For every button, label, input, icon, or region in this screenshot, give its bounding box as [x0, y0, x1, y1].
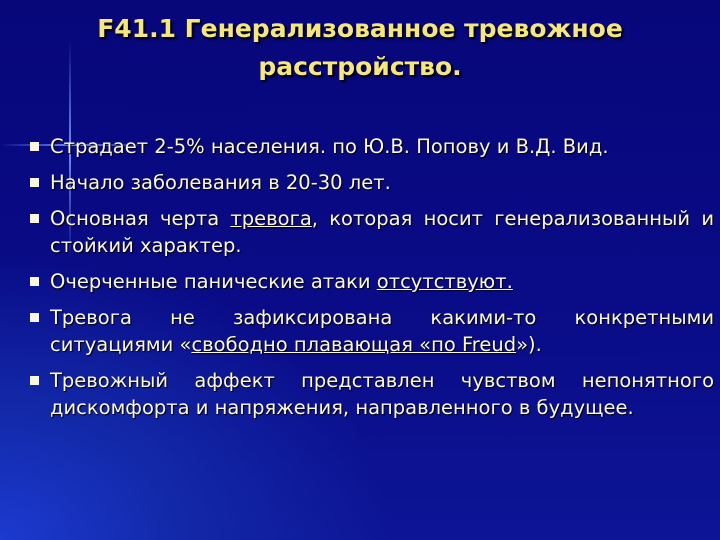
bullet-text: Очерченные панические атаки: [50, 270, 377, 293]
bullet-item: Основная черта тревога, которая носит ге…: [28, 205, 714, 259]
bullet-text: Тревожный аффект представлен чувством не…: [50, 369, 714, 419]
underlined-text: отсутствуют.: [376, 270, 513, 293]
light-flare-decoration: [69, 40, 71, 260]
square-bullet-icon: [30, 214, 39, 223]
bullet-item: Тревожный аффект представлен чувством не…: [28, 367, 714, 421]
square-bullet-icon: [30, 313, 39, 322]
underlined-text: свободно плавающая «по Freud: [191, 333, 517, 356]
bullet-text: Начало заболевания в 20-30 лет.: [50, 171, 391, 194]
title-line-2: расстройство.: [258, 52, 462, 81]
bullet-text: , которая носит генерализованный и стойк…: [50, 207, 714, 257]
title-line-1: F41.1 Генерализованное тревожное: [97, 14, 623, 43]
bullet-item: Начало заболевания в 20-30 лет.: [28, 169, 714, 196]
bullet-text: Тревога не зафиксирована какими-то конкр…: [50, 306, 714, 356]
light-flare-decoration: [0, 144, 150, 146]
bullet-item: Страдает 2-5% населения. по Ю.В. Попову …: [28, 133, 714, 160]
square-bullet-icon: [30, 178, 39, 187]
bullet-text: Основная черта: [50, 207, 231, 230]
slide-title: F41.1 Генерализованное тревожное расстро…: [0, 10, 720, 86]
bullet-list: Страдает 2-5% населения. по Ю.В. Попову …: [28, 133, 714, 430]
bullet-text: Страдает 2-5% населения. по Ю.В. Попову …: [50, 135, 609, 158]
bullet-text: »).: [516, 333, 542, 356]
square-bullet-icon: [30, 376, 39, 385]
bullet-item: Очерченные панические атаки отсутствуют.: [28, 268, 714, 295]
square-bullet-icon: [30, 277, 39, 286]
square-bullet-icon: [30, 142, 39, 151]
underlined-text: тревога: [230, 207, 312, 230]
bullet-item: Тревога не зафиксирована какими-то конкр…: [28, 304, 714, 358]
